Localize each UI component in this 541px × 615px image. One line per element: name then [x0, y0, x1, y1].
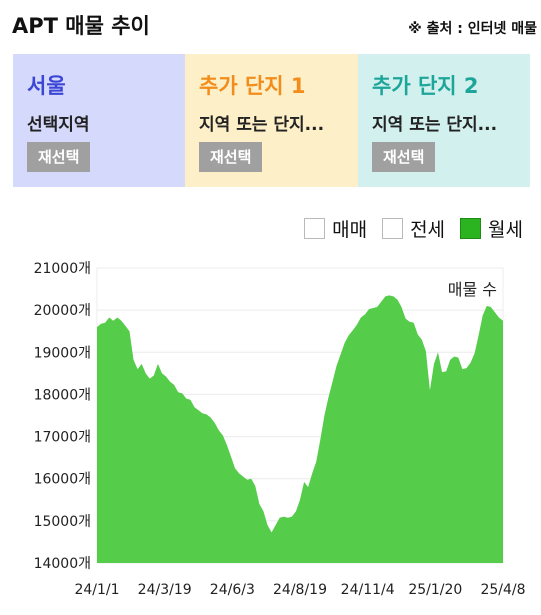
complex-name-2: 추가 단지 2: [372, 74, 479, 98]
x-tick-label: 24/3/19: [138, 582, 192, 598]
checkbox-jeonse[interactable]: [382, 218, 404, 239]
listing-trend-chart: 21000개 20000개 19000개 18000개 17000개 16000개 1500…: [34, 261, 526, 598]
region-name: 서울: [27, 74, 66, 98]
y-tick-label: 16000개: [34, 472, 91, 488]
complex-name-1: 추가 단지 1: [199, 74, 306, 98]
y-axis: 21000개 20000개 19000개 18000개 17000개 16000개 1500…: [34, 261, 91, 572]
y-tick-label: 17000개: [34, 430, 91, 446]
region-panel-seoul: 서울 선택지역 재선택: [13, 54, 185, 187]
region-sub: 선택지역: [27, 115, 90, 135]
x-axis: 24/1/1 24/3/19 24/6/3 24/8/19 24/11/4 25/1/20…: [74, 582, 525, 598]
complex-sub-1[interactable]: 지역 또는 단지...: [199, 115, 325, 135]
y-tick-label: 19000개: [34, 345, 91, 361]
legend-monthly[interactable]: 월세: [460, 215, 523, 242]
reselect-button-2[interactable]: 재선택: [199, 142, 263, 172]
legend-label-monthly: 월세: [488, 219, 523, 241]
legend-jeonse[interactable]: 전세: [382, 215, 445, 242]
y-tick-label: 20000개: [34, 303, 91, 319]
checkbox-monthly[interactable]: [460, 218, 482, 239]
complex-panel-2: 추가 단지 2 지역 또는 단지... 재선택: [358, 54, 530, 187]
reselect-button-3[interactable]: 재선택: [372, 142, 436, 172]
chart-legend: 매매 전세 월세: [289, 215, 523, 242]
legend-label-jeonse: 전세: [410, 219, 446, 241]
chart-annotation: 매물 수: [448, 280, 497, 299]
x-tick-label: 24/11/4: [341, 582, 395, 598]
x-tick-label: 24/6/3: [210, 582, 255, 598]
checkbox-sale[interactable]: [304, 218, 326, 239]
page-title: APT 매물 추이: [12, 14, 150, 38]
x-tick-label: 24/1/1: [74, 582, 119, 598]
listing-count-area: [97, 295, 503, 563]
x-tick-label: 25/1/20: [408, 582, 462, 598]
reselect-button-1[interactable]: 재선택: [27, 142, 91, 172]
y-tick-label: 18000개: [34, 387, 91, 403]
legend-sale[interactable]: 매매: [304, 215, 367, 242]
y-tick-label: 14000개: [34, 556, 91, 572]
y-tick-label: 21000개: [34, 261, 91, 277]
x-tick-label: 25/4/8: [480, 582, 525, 598]
complex-sub-2[interactable]: 지역 또는 단지...: [372, 115, 498, 135]
legend-label-sale: 매매: [332, 219, 368, 241]
x-tick-label: 24/8/19: [273, 582, 327, 598]
y-tick-label: 15000개: [34, 514, 91, 530]
source-note: ※ 출처 : 인터넷 매물: [408, 21, 537, 37]
complex-panel-1: 추가 단지 1 지역 또는 단지... 재선택: [185, 54, 358, 187]
